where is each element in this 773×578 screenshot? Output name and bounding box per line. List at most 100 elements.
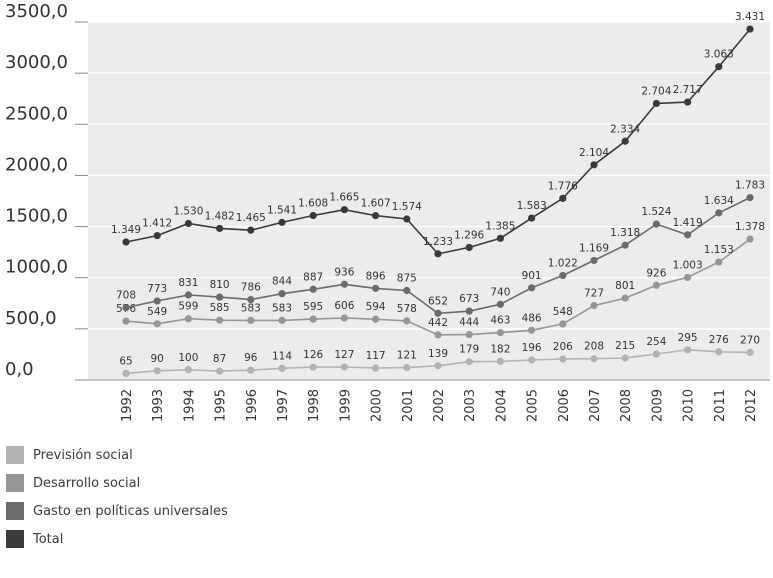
data-point <box>496 357 504 365</box>
x-tick-label: 1996 <box>245 389 260 422</box>
data-point <box>465 243 473 252</box>
data-point <box>746 235 754 243</box>
legend-item-politicas-universales: Gasto en políticas universales <box>6 497 228 525</box>
data-label: 2.104 <box>579 147 609 159</box>
data-label: 1.153 <box>704 244 734 256</box>
data-point <box>621 294 629 302</box>
data-label: 606 <box>334 300 354 312</box>
x-tick-label: 2005 <box>526 389 541 422</box>
data-label: 96 <box>244 352 258 364</box>
data-point <box>715 63 723 71</box>
x-tick-label: 2007 <box>588 389 603 422</box>
data-label: 578 <box>397 303 417 315</box>
data-label: 1.607 <box>361 198 391 210</box>
data-label: 444 <box>459 317 479 329</box>
data-point <box>278 290 286 298</box>
x-tick-label: 1993 <box>151 389 166 422</box>
data-label: 215 <box>615 340 635 352</box>
data-point <box>153 297 161 305</box>
data-point <box>684 273 692 282</box>
data-label: 1.482 <box>205 210 235 222</box>
data-label: 3.063 <box>704 49 734 61</box>
data-label: 127 <box>334 349 354 361</box>
data-point <box>340 206 348 214</box>
data-point <box>122 303 130 312</box>
data-point <box>122 317 130 325</box>
data-label: 583 <box>272 302 292 314</box>
data-label: 121 <box>397 350 417 362</box>
data-label: 1.022 <box>548 257 578 269</box>
data-point <box>434 309 442 317</box>
data-point <box>559 194 567 202</box>
x-tick-label: 1994 <box>182 389 197 422</box>
data-point <box>684 231 692 239</box>
data-label: 196 <box>522 342 542 354</box>
data-label: 117 <box>366 350 386 362</box>
x-tick-label: 2001 <box>401 389 416 422</box>
data-label: 486 <box>522 312 542 324</box>
data-label: 1.583 <box>517 200 547 212</box>
data-label: 548 <box>553 306 573 318</box>
data-point <box>216 224 224 233</box>
data-point <box>746 194 754 202</box>
data-point <box>652 220 661 228</box>
data-label: 1.419 <box>673 217 703 229</box>
data-label: 926 <box>646 267 666 279</box>
data-label: 1.233 <box>423 236 453 248</box>
y-tick-label: 3000,0 <box>5 52 68 73</box>
data-label: 1.412 <box>142 218 172 230</box>
x-tick-label: 2011 <box>713 389 728 422</box>
legend-swatch-prevision-social <box>6 446 24 464</box>
data-label: 740 <box>490 286 510 298</box>
data-point <box>465 358 473 366</box>
data-label: 583 <box>241 302 261 314</box>
data-point <box>403 364 411 372</box>
data-label: 1.524 <box>641 206 671 218</box>
y-tick-label: 0,0 <box>5 359 34 380</box>
data-point <box>652 281 661 289</box>
data-point <box>309 211 317 220</box>
data-point <box>278 218 286 226</box>
data-label: 727 <box>584 288 604 300</box>
x-tick-label: 1997 <box>276 389 291 422</box>
data-label: 801 <box>615 280 635 292</box>
data-point <box>559 355 567 363</box>
data-label: 442 <box>428 317 448 329</box>
data-point <box>496 300 504 308</box>
data-point <box>496 329 504 337</box>
data-label: 1.003 <box>673 259 703 271</box>
data-label: 1.378 <box>735 221 765 233</box>
x-tick-label: 1995 <box>214 389 229 422</box>
data-label: 1.530 <box>173 206 203 218</box>
data-point <box>340 314 348 322</box>
data-label: 936 <box>334 266 354 278</box>
data-point <box>528 326 536 334</box>
data-point <box>184 219 192 228</box>
data-label: 2.334 <box>610 123 640 135</box>
data-label: 887 <box>303 271 323 283</box>
data-label: 206 <box>553 341 573 353</box>
data-point <box>652 99 661 108</box>
data-point <box>590 302 598 310</box>
data-point <box>247 226 255 234</box>
data-label: 1.608 <box>298 198 328 210</box>
data-label: 3.431 <box>735 11 765 23</box>
data-point <box>559 320 567 328</box>
data-label: 2.717 <box>673 84 703 96</box>
data-point <box>621 137 629 145</box>
data-point <box>715 209 723 217</box>
x-tick-label: 1999 <box>338 389 353 422</box>
data-point <box>372 212 380 220</box>
data-label: 786 <box>241 282 261 294</box>
legend-label-total: Total <box>33 531 64 547</box>
data-label: 875 <box>397 273 417 285</box>
data-label: 182 <box>490 343 510 355</box>
data-label: 896 <box>366 270 386 282</box>
data-label: 1.574 <box>392 201 422 213</box>
data-label: 295 <box>678 332 698 344</box>
data-point <box>247 366 255 374</box>
data-label: 1.776 <box>548 180 578 192</box>
data-point <box>528 214 536 222</box>
legend-item-total: Total <box>6 525 228 553</box>
data-label: 652 <box>428 295 448 307</box>
